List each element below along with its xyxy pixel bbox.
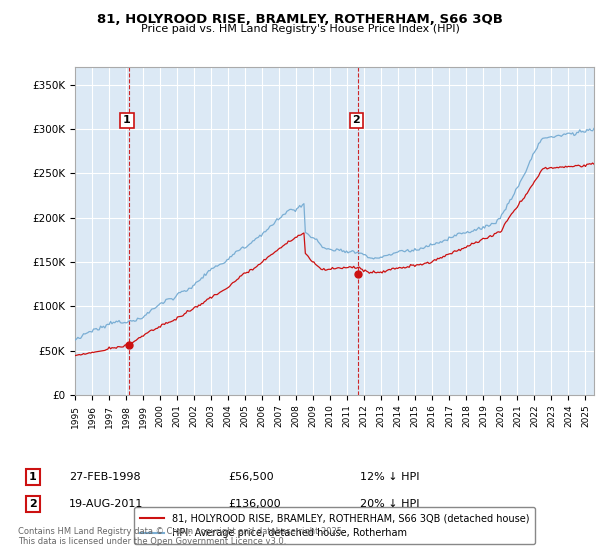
Text: 81, HOLYROOD RISE, BRAMLEY, ROTHERHAM, S66 3QB: 81, HOLYROOD RISE, BRAMLEY, ROTHERHAM, S… [97,13,503,26]
Text: 2: 2 [352,115,360,125]
Text: 19-AUG-2011: 19-AUG-2011 [69,499,143,509]
Text: 2: 2 [29,499,37,509]
Text: 20% ↓ HPI: 20% ↓ HPI [360,499,419,509]
Text: 27-FEB-1998: 27-FEB-1998 [69,472,140,482]
Text: £56,500: £56,500 [228,472,274,482]
Text: Price paid vs. HM Land Registry's House Price Index (HPI): Price paid vs. HM Land Registry's House … [140,24,460,34]
Text: 12% ↓ HPI: 12% ↓ HPI [360,472,419,482]
Text: £136,000: £136,000 [228,499,281,509]
Text: 1: 1 [123,115,131,125]
Text: 1: 1 [29,472,37,482]
Legend: 81, HOLYROOD RISE, BRAMLEY, ROTHERHAM, S66 3QB (detached house), HPI: Average pr: 81, HOLYROOD RISE, BRAMLEY, ROTHERHAM, S… [134,507,535,544]
Text: Contains HM Land Registry data © Crown copyright and database right 2025.
This d: Contains HM Land Registry data © Crown c… [18,526,344,546]
